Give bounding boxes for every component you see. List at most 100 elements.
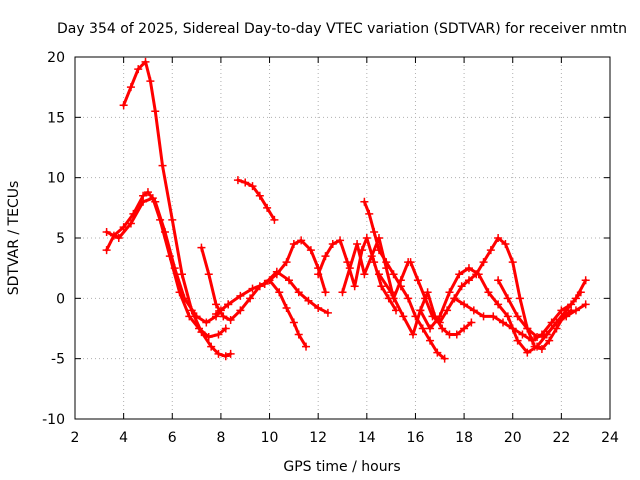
data-point-marker — [214, 349, 223, 358]
x-tick-label: 22 — [552, 430, 570, 446]
data-point-marker — [503, 312, 512, 321]
series-line — [452, 290, 583, 343]
data-point-marker — [314, 303, 323, 312]
data-point-marker — [464, 276, 473, 285]
data-point-marker — [263, 203, 272, 212]
data-point-marker — [567, 300, 576, 309]
series-arc-4 — [197, 243, 311, 351]
data-point-marker — [221, 352, 230, 361]
data-point-marker — [148, 194, 157, 203]
data-point-marker — [294, 330, 303, 339]
data-point-marker — [489, 312, 498, 321]
data-point-marker — [370, 258, 379, 267]
data-point-marker — [353, 240, 362, 249]
data-point-marker — [338, 288, 347, 297]
x-tick-label: 24 — [601, 430, 619, 446]
data-point-marker — [323, 308, 332, 317]
data-point-marker — [126, 219, 135, 228]
data-point-marker — [304, 296, 313, 305]
data-point-marker — [241, 178, 250, 187]
data-point-marker — [426, 324, 435, 333]
data-point-marker — [494, 300, 503, 309]
data-point-marker — [226, 349, 235, 358]
x-tick-label: 14 — [358, 430, 376, 446]
data-point-marker — [421, 294, 430, 303]
data-point-marker — [165, 252, 174, 261]
y-tick-label: 5 — [56, 231, 65, 247]
data-point-marker — [428, 312, 437, 321]
chart-title: Day 354 of 2025, Sidereal Day-to-day VTE… — [57, 21, 627, 37]
data-point-marker — [202, 318, 211, 327]
data-point-marker — [533, 342, 542, 351]
series-arc-2 — [102, 188, 233, 327]
data-point-marker — [236, 306, 245, 315]
data-point-marker — [156, 215, 165, 224]
data-point-marker — [139, 197, 148, 206]
data-point-marker — [474, 270, 483, 279]
data-point-marker — [455, 270, 464, 279]
axis-ticks — [74, 56, 611, 420]
data-point-marker — [185, 312, 194, 321]
series-arc-3 — [102, 194, 230, 341]
data-point-marker — [343, 258, 352, 267]
data-point-marker — [382, 258, 391, 267]
data-point-marker — [542, 330, 551, 339]
data-point-marker — [233, 176, 242, 185]
data-point-marker — [508, 324, 517, 333]
data-point-marker — [406, 258, 415, 267]
data-point-marker — [399, 312, 408, 321]
data-point-marker — [467, 318, 476, 327]
series-line — [105, 190, 230, 324]
data-point-marker — [499, 318, 507, 327]
data-point-marker — [362, 234, 371, 242]
y-tick-label: 0 — [56, 291, 65, 307]
series-arc-10 — [360, 197, 449, 363]
data-point-marker — [571, 306, 580, 315]
data-point-marker — [158, 161, 167, 170]
data-point-marker — [192, 312, 201, 321]
data-point-marker — [143, 188, 152, 197]
data-point-marker — [545, 336, 554, 345]
data-point-marker — [516, 294, 525, 303]
data-point-marker — [562, 312, 571, 321]
data-point-marker — [119, 101, 128, 110]
y-tick-label: 10 — [47, 171, 65, 187]
data-point-marker — [518, 330, 527, 339]
data-point-marker — [224, 300, 233, 309]
data-point-marker — [236, 291, 245, 300]
data-point-marker — [552, 318, 561, 327]
data-point-marker — [523, 348, 532, 357]
data-point-marker — [523, 324, 532, 333]
data-point-marker — [255, 191, 264, 200]
data-point-marker — [374, 270, 383, 279]
data-point-marker — [272, 267, 281, 276]
data-point-marker — [214, 330, 223, 339]
data-point-marker — [297, 236, 306, 245]
series-line — [496, 278, 588, 339]
series-arc-8 — [314, 234, 400, 315]
data-point-marker — [409, 330, 418, 339]
data-point-marker — [438, 324, 447, 333]
data-point-marker — [440, 354, 449, 363]
data-point-marker — [134, 65, 143, 74]
data-point-marker — [433, 348, 442, 357]
data-point-marker — [321, 288, 330, 297]
data-point-marker — [328, 240, 337, 249]
x-tick-label: 10 — [261, 430, 279, 446]
data-point-marker — [321, 252, 330, 261]
data-point-marker — [460, 300, 469, 309]
data-point-marker — [503, 294, 512, 303]
data-point-marker — [282, 303, 291, 312]
x-tick-label: 12 — [309, 430, 327, 446]
data-point-marker — [528, 336, 537, 345]
data-point-marker — [452, 330, 461, 339]
data-point-marker — [557, 306, 566, 315]
data-point-marker — [513, 312, 522, 321]
data-point-marker — [494, 276, 503, 285]
data-point-marker — [460, 324, 469, 333]
data-point-marker — [204, 270, 213, 279]
data-point-marker — [404, 294, 413, 303]
data-point-marker — [175, 288, 184, 297]
series-line — [316, 236, 398, 312]
